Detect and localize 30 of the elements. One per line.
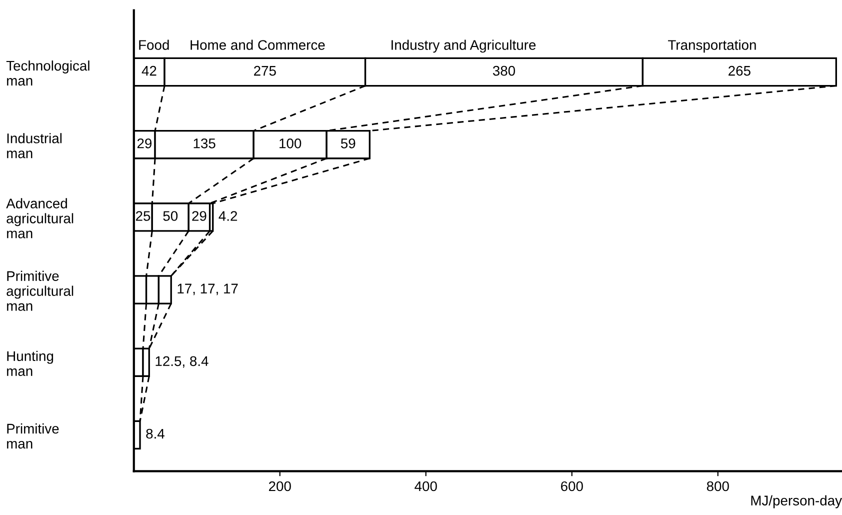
data-label: 42 bbox=[142, 66, 156, 76]
annotation: 17, 17, 17 bbox=[178, 284, 238, 296]
x-tick-label: 600 bbox=[561, 481, 583, 492]
annotation: 12.5, 8.4 bbox=[156, 356, 208, 368]
y-tick-label: Technological man bbox=[6, 60, 90, 86]
series-label: Home and Commerce bbox=[190, 40, 325, 50]
data-label: 29 bbox=[137, 138, 152, 148]
data-label: 275 bbox=[254, 66, 276, 76]
x-tick-label: 800 bbox=[706, 481, 729, 492]
x-axis-title: MJ/person-day bbox=[751, 495, 842, 508]
annotation: 8.4 bbox=[146, 428, 164, 439]
x-tick-label: 400 bbox=[414, 481, 437, 492]
data-label: 135 bbox=[194, 138, 216, 148]
data-label: 50 bbox=[163, 211, 178, 221]
y-tick-label: Advanced agricultural man bbox=[6, 198, 74, 238]
y-tick-label: Primitive man bbox=[7, 423, 59, 449]
x-tick-label: 200 bbox=[268, 481, 291, 492]
y-tick-label: Hunting man bbox=[7, 350, 54, 376]
series-label: Industry and Agriculture bbox=[392, 40, 536, 53]
data-label: 100 bbox=[280, 138, 302, 148]
series-label: Transportation bbox=[668, 40, 756, 53]
series-label: Food bbox=[139, 40, 169, 50]
data-label: 265 bbox=[728, 66, 750, 76]
y-tick-label: Industrial man bbox=[7, 133, 62, 158]
data-label: 59 bbox=[340, 138, 356, 148]
data-label: 380 bbox=[492, 66, 516, 76]
data-label: 4.2 bbox=[218, 211, 238, 221]
y-tick-label: Primitive agricultural man bbox=[6, 270, 74, 311]
data-label: 29 bbox=[192, 211, 206, 221]
data-label: 25 bbox=[136, 211, 150, 221]
